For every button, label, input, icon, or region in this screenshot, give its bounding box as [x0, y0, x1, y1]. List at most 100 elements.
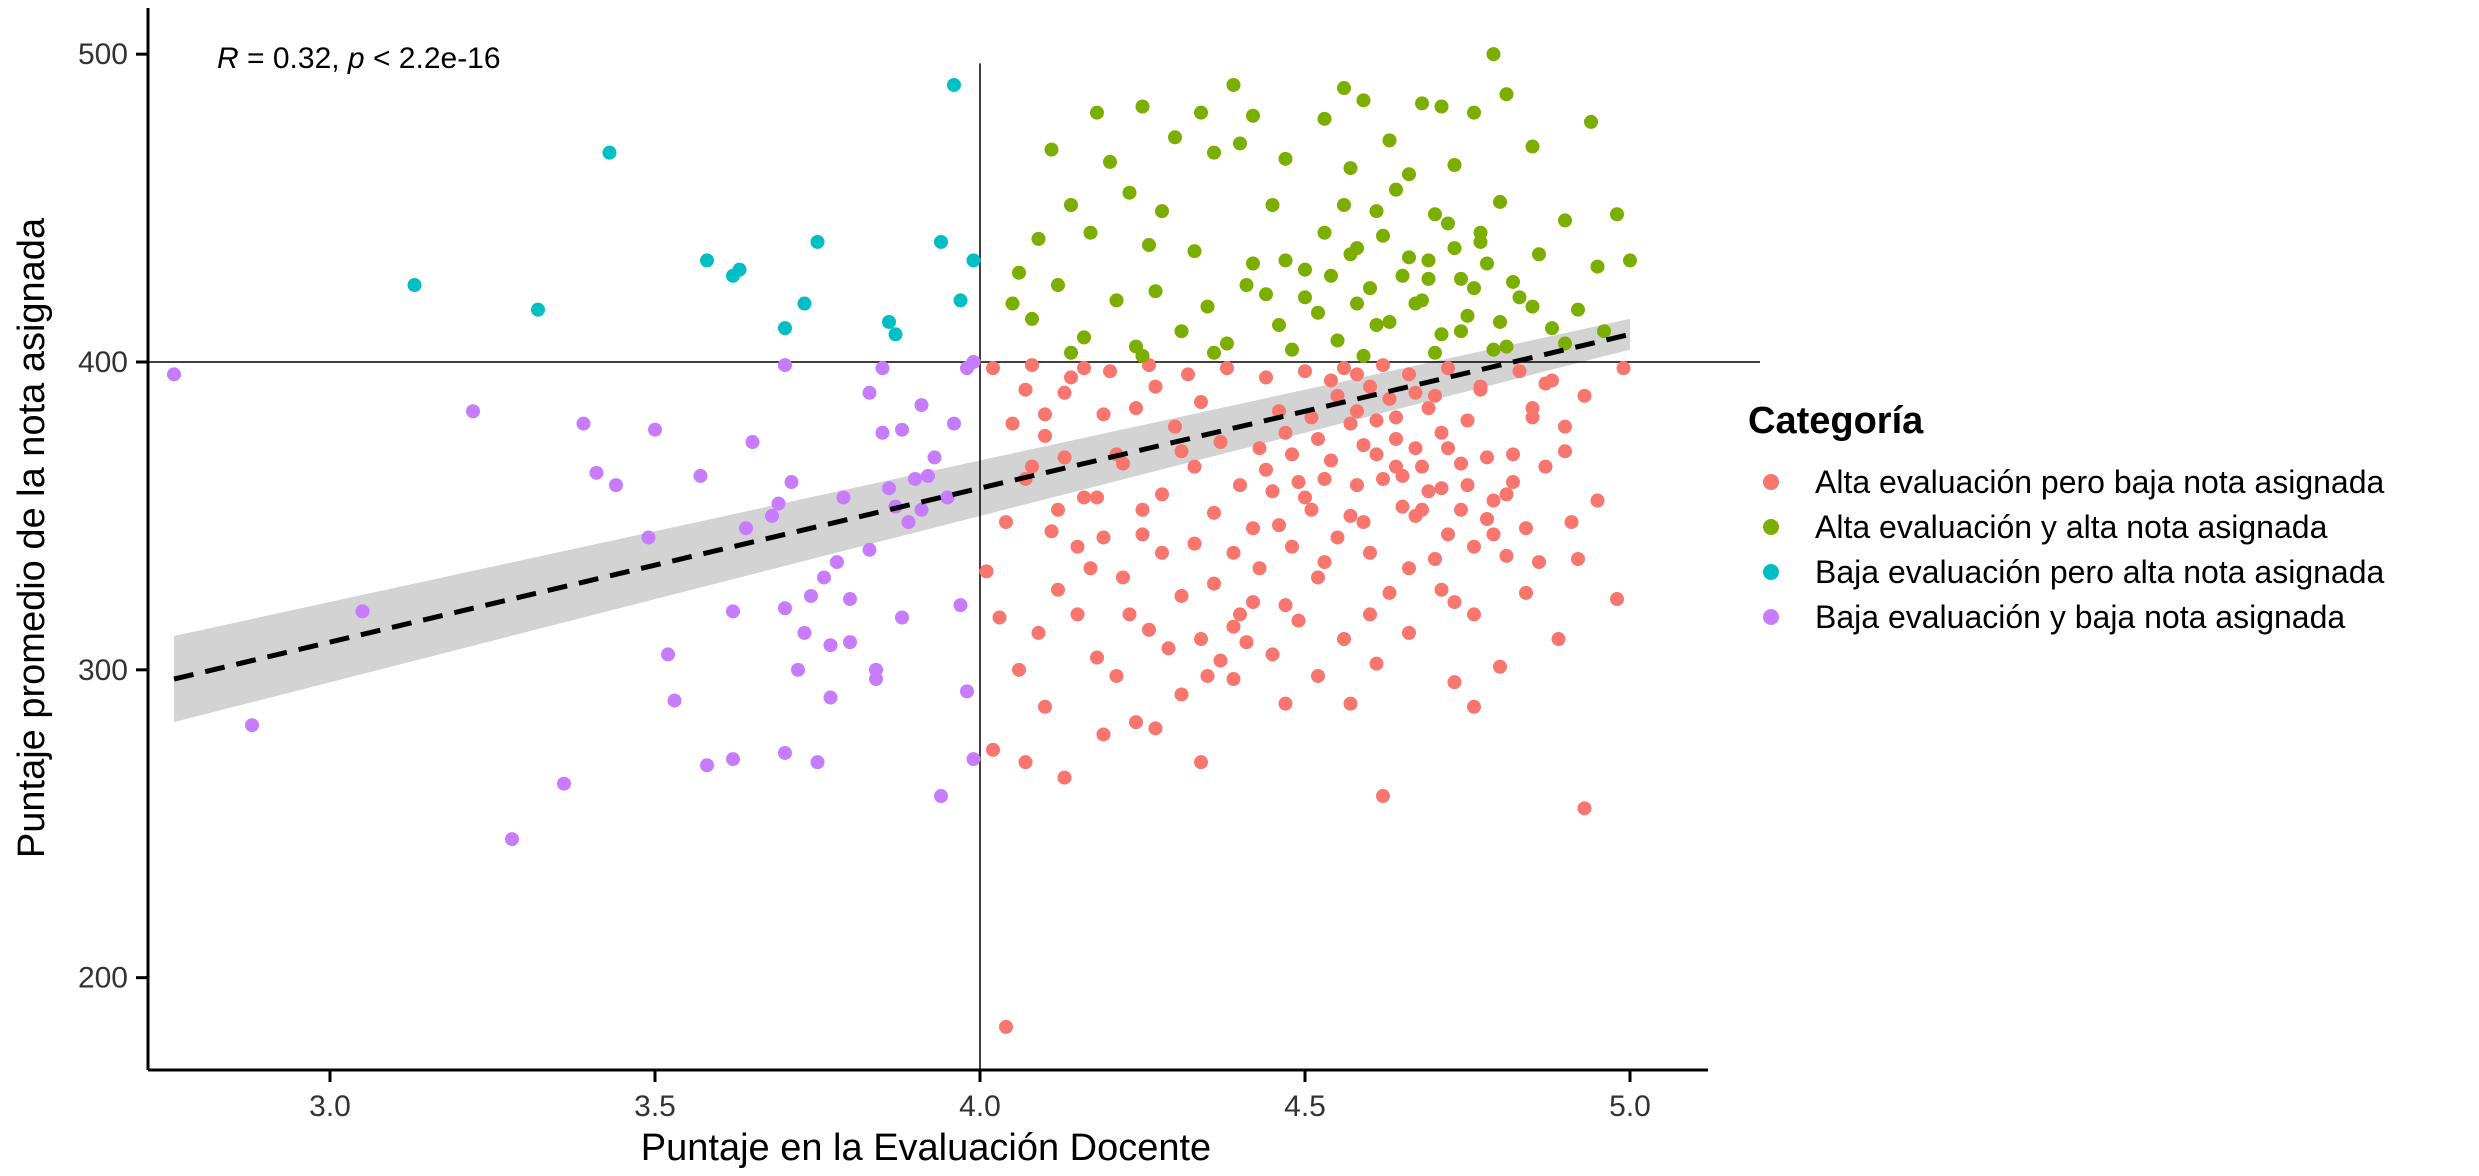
- data-point: [934, 789, 948, 804]
- data-point: [1148, 721, 1163, 736]
- data-point: [1467, 699, 1481, 714]
- data-point: [1291, 613, 1306, 628]
- data-point: [726, 752, 740, 767]
- data-point: [1239, 278, 1254, 293]
- y-tick-label: 500: [78, 38, 128, 71]
- data-point: [1155, 545, 1169, 560]
- data-point: [862, 385, 877, 400]
- data-point: [1116, 570, 1130, 585]
- data-point: [914, 502, 929, 517]
- data-point: [901, 515, 916, 530]
- data-point: [1122, 185, 1137, 200]
- data-point: [1096, 407, 1111, 422]
- legend-label: Alta evaluación pero baja nota asignada: [1815, 464, 2385, 500]
- data-point: [1278, 425, 1293, 440]
- data-point: [700, 758, 714, 773]
- regression-line: [173, 331, 1631, 682]
- data-point: [1090, 105, 1104, 120]
- data-point: [1363, 281, 1377, 296]
- legend-swatch: [1763, 519, 1779, 535]
- x-tick-label: 3.0: [309, 1090, 351, 1123]
- data-point: [1369, 413, 1384, 428]
- data-point: [1155, 204, 1169, 219]
- data-point: [1278, 598, 1293, 613]
- r-value-text: = 0.32,: [239, 42, 348, 75]
- legend-label: Baja evaluación pero alta nota asignada: [1815, 554, 2385, 590]
- data-point: [791, 662, 805, 677]
- data-point: [1109, 668, 1124, 683]
- data-point: [1402, 367, 1416, 382]
- data-point: [947, 77, 961, 92]
- data-point: [843, 592, 857, 607]
- data-point: [739, 521, 753, 536]
- data-point: [817, 570, 831, 585]
- data-point: [1324, 268, 1338, 283]
- data-point: [1382, 314, 1397, 329]
- data-point: [1434, 425, 1449, 440]
- data-point: [1421, 484, 1436, 499]
- data-point: [875, 361, 890, 376]
- x-tick-label: 3.5: [634, 1090, 676, 1123]
- legend-label: Alta evaluación y alta nota asignada: [1815, 509, 2328, 545]
- data-point: [1148, 284, 1163, 299]
- data-point: [1161, 641, 1176, 656]
- data-point: [1064, 198, 1078, 213]
- data-point: [1129, 715, 1143, 730]
- data-point: [1038, 699, 1052, 714]
- data-point: [1525, 139, 1540, 154]
- data-point: [804, 588, 818, 603]
- data-point: [1337, 198, 1351, 213]
- data-point: [1356, 515, 1371, 530]
- data-point: [1486, 527, 1501, 542]
- data-point: [778, 745, 792, 760]
- data-point: [1499, 487, 1514, 502]
- data-point: [784, 475, 799, 490]
- data-point: [1369, 447, 1384, 462]
- data-point: [966, 253, 981, 268]
- data-point: [693, 468, 708, 483]
- data-point: [1304, 502, 1319, 517]
- data-point: [1493, 194, 1507, 209]
- data-point: [1096, 727, 1111, 742]
- data-point: [1499, 339, 1514, 354]
- data-point: [667, 693, 682, 708]
- data-point: [1454, 502, 1468, 517]
- data-point: [1369, 204, 1384, 219]
- data-point: [1311, 668, 1325, 683]
- data-point: [1174, 324, 1189, 339]
- data-point: [1356, 348, 1371, 363]
- data-point: [1441, 527, 1455, 542]
- data-point: [1057, 770, 1072, 785]
- data-point: [1278, 696, 1293, 711]
- data-point: [1408, 441, 1423, 456]
- data-point: [1116, 456, 1130, 471]
- data-point: [1343, 416, 1358, 431]
- legend-label: Baja evaluación y baja nota asignada: [1815, 599, 2345, 635]
- data-point: [1070, 607, 1085, 622]
- data-point: [1057, 385, 1072, 400]
- y-axis-label: Puntaje promedio de la nota asignada: [11, 217, 53, 858]
- data-point: [1298, 290, 1312, 305]
- data-point: [1571, 552, 1585, 567]
- data-point: [888, 327, 903, 342]
- data-point: [661, 647, 675, 662]
- data-point: [1187, 536, 1202, 551]
- data-point: [1376, 471, 1390, 486]
- data-point: [882, 314, 896, 329]
- x-tick-label: 4.0: [959, 1090, 1001, 1123]
- data-point: [1226, 545, 1241, 560]
- data-point: [1051, 502, 1065, 517]
- data-point: [940, 490, 955, 505]
- data-point: [1571, 302, 1585, 317]
- data-point: [1506, 447, 1520, 462]
- p-value-text: < 2.2e-16: [365, 42, 501, 75]
- data-point: [1428, 388, 1442, 403]
- data-point: [927, 450, 942, 465]
- data-point: [1519, 521, 1533, 536]
- data-point: [1168, 130, 1182, 145]
- data-point: [1051, 582, 1065, 597]
- data-point: [1187, 459, 1202, 474]
- data-point: [1590, 259, 1605, 274]
- legend-swatch: [1763, 474, 1779, 490]
- data-point: [1025, 311, 1039, 326]
